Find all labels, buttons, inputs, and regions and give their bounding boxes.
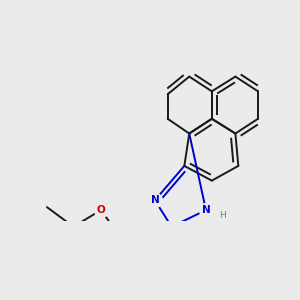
Text: O: O bbox=[97, 205, 105, 215]
Text: H: H bbox=[219, 211, 226, 220]
Text: N: N bbox=[151, 195, 159, 205]
Text: N: N bbox=[202, 205, 210, 215]
